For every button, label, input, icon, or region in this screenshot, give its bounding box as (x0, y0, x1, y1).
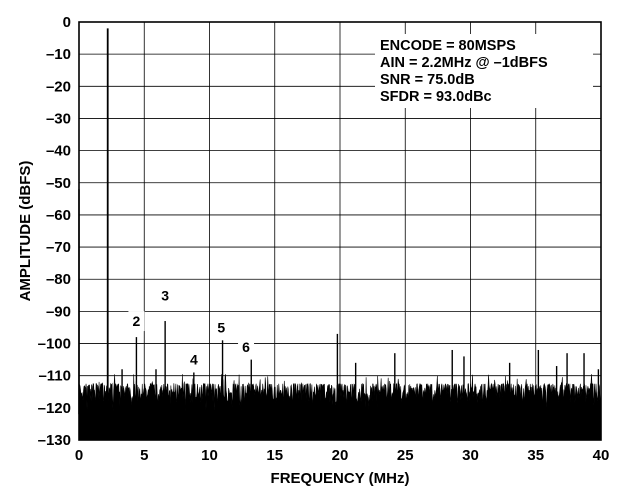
y-tick-label: –20 (46, 78, 71, 95)
annotation-line: AIN = 2.2MHz @ –1dBFS (380, 55, 548, 71)
y-tick-label: –60 (46, 207, 71, 224)
annotation-line: SFDR = 93.0dBc (380, 89, 492, 105)
x-tick-label: 35 (527, 447, 544, 464)
y-tick-labels: 0 –10 –20 –30 –40 –50 –60 –70 –80 –90 –100 –110 –120… (38, 14, 71, 449)
x-tick-label: 5 (140, 447, 148, 464)
y-tick-label: –130 (38, 432, 71, 449)
harmonic-label-bg (238, 336, 255, 357)
harmonic-label: 6 (242, 339, 250, 355)
plot-frame (78, 21, 602, 441)
y-tick-label: –120 (38, 400, 71, 417)
annotation-bg (375, 34, 593, 108)
harmonic-label: 2 (133, 313, 141, 329)
y-tick-label: –110 (38, 368, 71, 385)
y-axis-label: AMPLITUDE (dBFS) (17, 161, 34, 302)
y-tick-label: 0 (63, 14, 71, 31)
y-tick-label: –30 (46, 110, 71, 127)
harmonic-label: 3 (161, 287, 169, 303)
y-tick-label: –10 (46, 46, 71, 63)
harmonic-label-bg (128, 311, 145, 332)
x-tick-label: 10 (201, 447, 218, 464)
x-axis-label: FREQUENCY (MHz) (271, 470, 410, 487)
y-tick-label: –40 (46, 143, 71, 160)
x-tick-labels: 0 5 10 15 20 25 30 35 40 (75, 447, 610, 464)
harmonic-label-bg (157, 285, 174, 306)
noise-floor (78, 374, 602, 441)
x-tick-label: 25 (397, 447, 414, 464)
x-tick-label: 20 (332, 447, 349, 464)
x-tick-label: 0 (75, 447, 83, 464)
harmonic-label: 4 (190, 352, 198, 368)
x-tick-label: 40 (593, 447, 610, 464)
annotation-line: SNR = 75.0dB (380, 72, 475, 88)
harmonic-label-bg (213, 317, 230, 338)
y-tick-label: –50 (46, 175, 71, 192)
y-tick-label: –80 (46, 271, 71, 288)
y-tick-label: –90 (46, 303, 71, 320)
y-tick-label: –70 (46, 239, 71, 256)
x-tick-label: 15 (266, 447, 283, 464)
harmonic-label: 5 (217, 319, 225, 335)
annotation-line: ENCODE = 80MSPS (380, 38, 516, 54)
x-tick-label: 30 (462, 447, 479, 464)
harmonic-labels: 2 3 4 5 6 (128, 285, 255, 370)
harmonic-label-bg (185, 349, 202, 370)
y-tick-label: –100 (38, 336, 71, 353)
